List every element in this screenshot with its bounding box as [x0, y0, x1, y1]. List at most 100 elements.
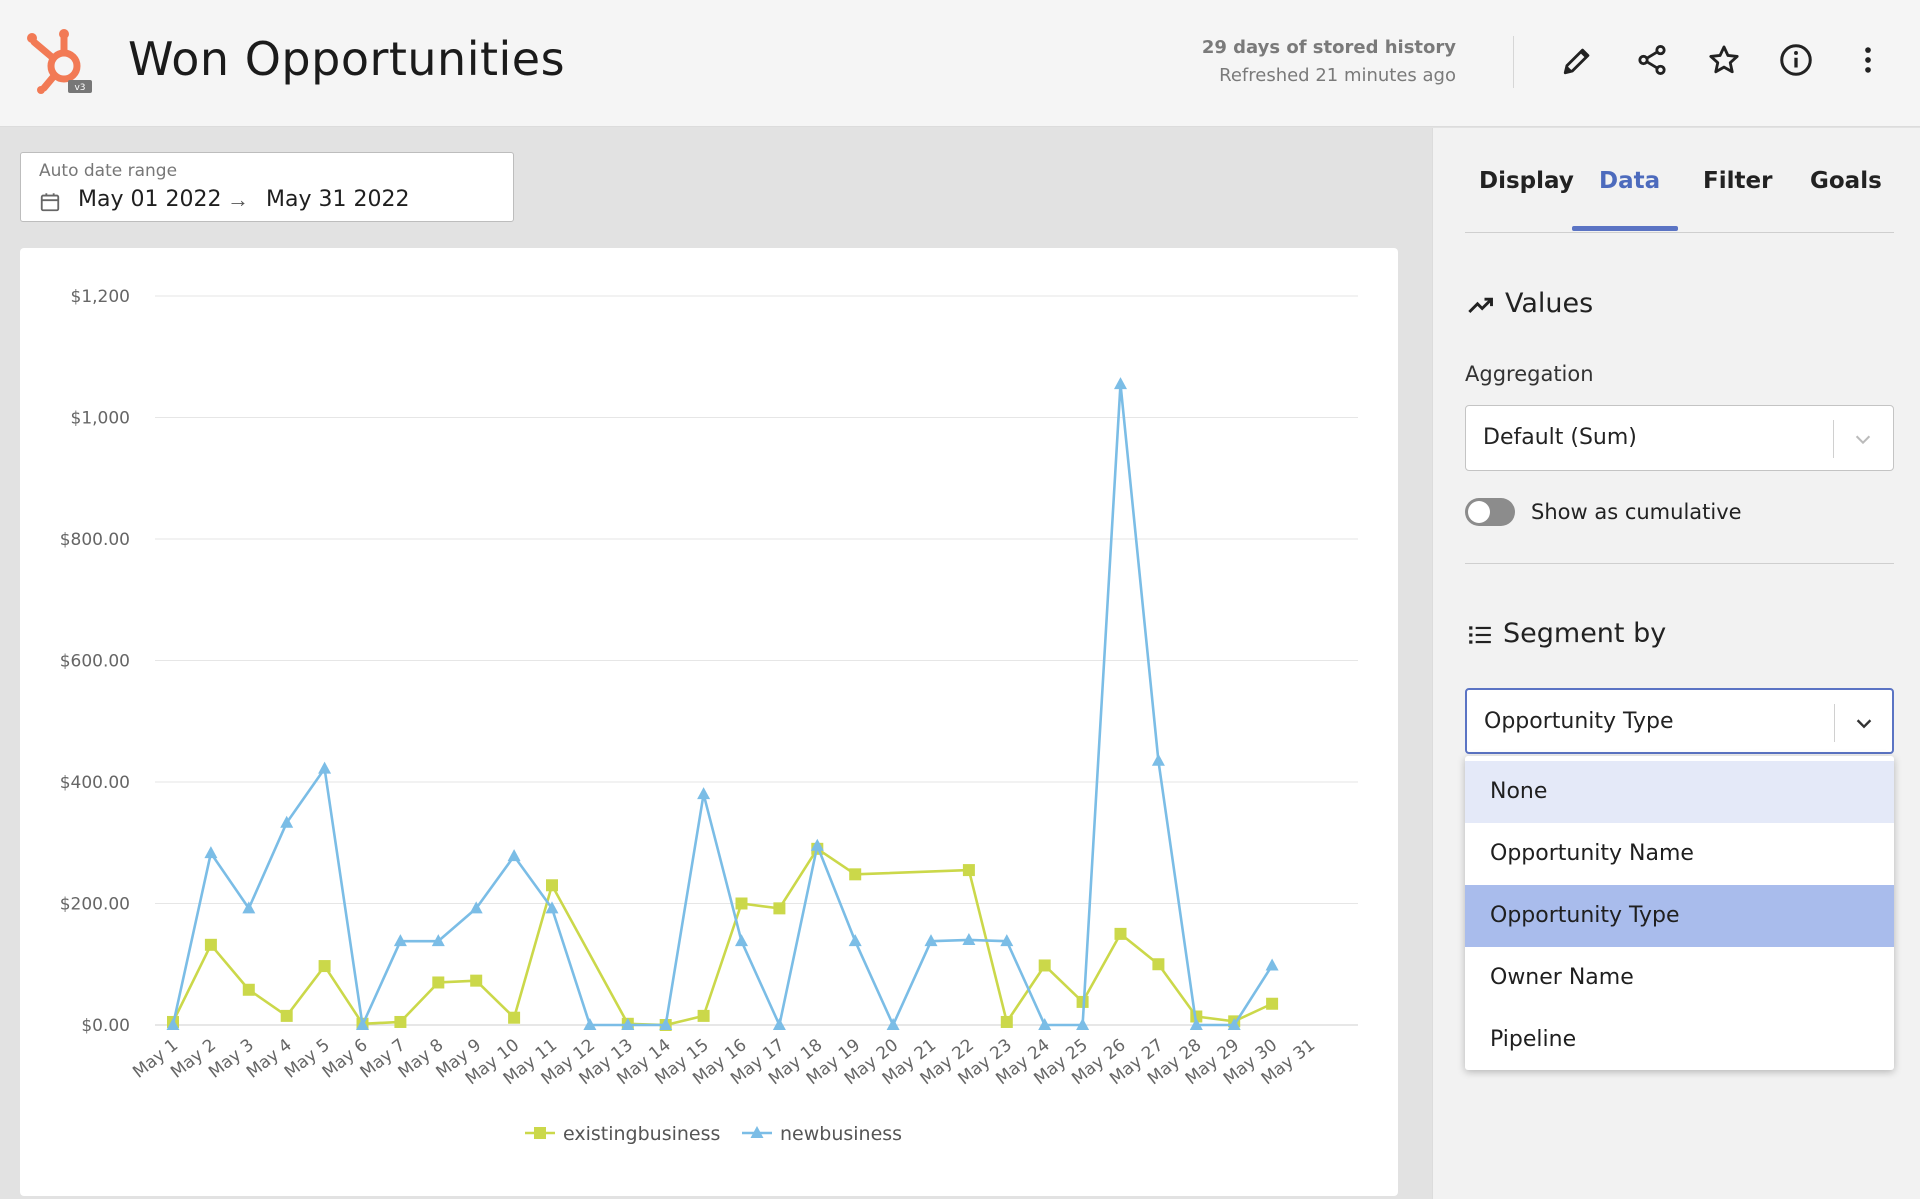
data-point-existingbusiness: [508, 1011, 521, 1024]
segment-title: Segment by: [1503, 618, 1667, 649]
tabs-divider: [1465, 232, 1894, 233]
select-divider: [1834, 704, 1835, 742]
data-point-newbusiness: [166, 1018, 180, 1030]
legend-label-existingbusiness: existingbusiness: [563, 1123, 720, 1145]
settings-panel: Display Data Filter Goals Values Aggrega…: [1432, 128, 1920, 1199]
option-pipeline[interactable]: Pipeline: [1490, 1027, 1577, 1052]
list-icon: [1469, 625, 1491, 644]
option-opportunity-name[interactable]: Opportunity Name: [1490, 841, 1694, 866]
data-point-newbusiness: [393, 934, 407, 947]
series-line-newbusiness: [171, 382, 1274, 1027]
history-info: 29 days of stored history Refreshed 21 m…: [1180, 34, 1456, 90]
data-point-existingbusiness: [204, 938, 217, 951]
tab-filter[interactable]: Filter: [1703, 168, 1773, 194]
info-icon[interactable]: [1776, 40, 1816, 80]
data-point-newbusiness: [924, 934, 938, 947]
data-point-newbusiness: [1000, 934, 1014, 947]
cumulative-toggle[interactable]: [1465, 498, 1515, 526]
tab-display[interactable]: Display: [1479, 168, 1574, 194]
arrow-right-icon: →: [227, 187, 249, 212]
end-date[interactable]: May 31 2022: [266, 187, 410, 212]
segment-dropdown-menu: None Opportunity Name Opportunity Type O…: [1465, 756, 1894, 1070]
refreshed-text: Refreshed 21 minutes ago: [1219, 65, 1456, 86]
data-point-existingbusiness: [1000, 1015, 1013, 1028]
hubspot-logo: v3: [24, 24, 96, 96]
aggregation-value: Default (Sum): [1483, 425, 1637, 450]
tab-goals[interactable]: Goals: [1810, 168, 1882, 194]
data-point-newbusiness: [356, 1018, 369, 1030]
data-point-existingbusiness: [546, 879, 558, 892]
data-point-newbusiness: [1076, 1018, 1090, 1030]
data-point-newbusiness: [1114, 377, 1127, 390]
data-point-newbusiness: [848, 934, 862, 947]
legend-marker: [750, 1126, 764, 1138]
data-point-newbusiness: [772, 1018, 786, 1030]
data-point-newbusiness: [886, 1018, 900, 1030]
data-point-newbusiness: [280, 815, 294, 828]
data-point-existingbusiness: [432, 976, 445, 989]
data-point-newbusiness: [621, 1018, 635, 1030]
cumulative-label: Show as cumulative: [1531, 500, 1742, 524]
header-divider: [1513, 36, 1514, 88]
values-title: Values: [1505, 288, 1594, 319]
star-icon[interactable]: [1704, 40, 1744, 80]
start-date[interactable]: May 01 2022: [78, 187, 222, 212]
section-divider: [1465, 563, 1894, 564]
data-point-existingbusiness: [394, 1015, 407, 1028]
data-point-newbusiness: [810, 838, 824, 851]
aggregation-select[interactable]: Default (Sum): [1465, 405, 1894, 471]
data-point-existingbusiness: [1266, 997, 1279, 1010]
data-point-newbusiness: [1227, 1018, 1241, 1030]
data-point-newbusiness: [318, 761, 332, 774]
data-point-existingbusiness: [773, 902, 786, 915]
report-header: v3 Won Opportunities 29 days of stored h…: [0, 0, 1920, 127]
data-point-newbusiness: [659, 1018, 673, 1030]
data-point-newbusiness: [1038, 1018, 1052, 1030]
edit-icon[interactable]: [1558, 40, 1598, 80]
data-point-newbusiness: [1189, 1018, 1203, 1030]
data-point-newbusiness: [469, 901, 483, 914]
y-tick-label: $1,000: [71, 409, 130, 429]
data-point-existingbusiness: [1076, 995, 1089, 1008]
data-point-existingbusiness: [849, 868, 862, 881]
data-point-existingbusiness: [697, 1009, 710, 1022]
option-none[interactable]: None: [1465, 761, 1894, 823]
data-point-existingbusiness: [1114, 927, 1127, 940]
y-tick-label: $800.00: [60, 530, 130, 550]
more-options-icon[interactable]: [1848, 40, 1888, 80]
date-range-picker[interactable]: Auto date range May 01 2022 → May 31 202…: [20, 152, 514, 222]
data-point-existingbusiness: [735, 897, 748, 910]
option-owner-name[interactable]: Owner Name: [1490, 965, 1634, 990]
aggregation-label: Aggregation: [1465, 362, 1594, 386]
data-point-newbusiness: [735, 934, 748, 947]
chart-card: $0.00 $200.00 $400.00 $600.00 $800.00 $1,000 $…: [20, 248, 1398, 1196]
data-point-newbusiness: [507, 849, 521, 862]
data-point-existingbusiness: [1038, 959, 1051, 972]
option-opportunity-type[interactable]: Opportunity Type: [1465, 885, 1894, 947]
segment-by-select[interactable]: Opportunity Type: [1465, 688, 1894, 754]
data-point-newbusiness: [962, 932, 976, 945]
y-tick-label: $400.00: [60, 773, 130, 793]
y-tick-label: $1,200: [71, 287, 130, 307]
page-title: Won Opportunities: [128, 32, 566, 86]
chevron-down-icon: [1853, 712, 1875, 739]
y-tick-label: $200.00: [60, 895, 130, 915]
tab-data[interactable]: Data: [1599, 168, 1661, 194]
logo-badge: v3: [74, 83, 85, 93]
data-point-newbusiness: [1265, 958, 1279, 971]
active-tab-indicator: [1572, 226, 1678, 231]
data-point-existingbusiness: [962, 864, 975, 877]
legend-marker: [534, 1127, 546, 1139]
series-line-existingbusiness: [171, 847, 1273, 1027]
data-point-existingbusiness: [318, 960, 331, 973]
values-section-title: Values: [1467, 288, 1593, 319]
line-chart: $0.00 $200.00 $400.00 $600.00 $800.00 $1,000 $…: [60, 287, 1358, 1145]
data-point-newbusiness: [1151, 753, 1165, 766]
share-icon[interactable]: [1632, 40, 1672, 80]
stored-history-text: 29 days of stored history: [1201, 37, 1456, 58]
data-point-newbusiness: [545, 901, 559, 914]
y-tick-label: $600.00: [60, 652, 130, 672]
data-point-existingbusiness: [242, 983, 255, 996]
date-range-label: Auto date range: [39, 161, 178, 181]
segment-value: Opportunity Type: [1484, 709, 1674, 734]
